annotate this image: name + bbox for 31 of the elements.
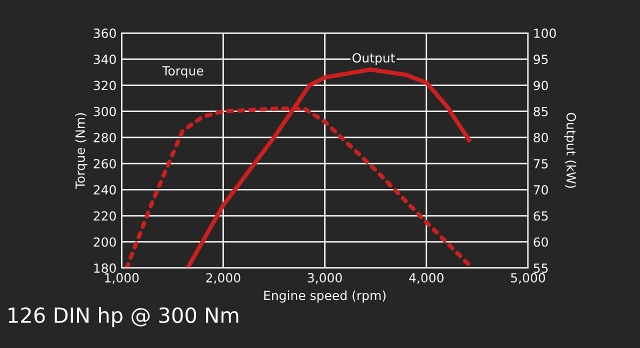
y-tick-label: 200 xyxy=(94,237,116,247)
y2-tick-label: 70 xyxy=(534,185,548,195)
y2-tick-label: 75 xyxy=(534,159,548,168)
x-tick-label: 5,000 xyxy=(511,273,546,284)
y-tick-label: 280 xyxy=(94,132,116,142)
y2-tick-label: 80 xyxy=(534,132,548,142)
x-tick-label: 2,000 xyxy=(206,273,240,284)
y2-axis-title: Output (kW) xyxy=(564,112,576,188)
y-tick-label: 340 xyxy=(94,54,116,64)
x-tick-label: 3,000 xyxy=(308,273,342,284)
y-tick-label: 300 xyxy=(94,106,116,116)
y-tick-label: 240 xyxy=(94,185,116,195)
y-tick-label: 360 xyxy=(94,28,116,38)
y2-tick-label: 60 xyxy=(534,237,548,247)
x-tick-label: 1,000 xyxy=(105,273,139,284)
y2-tick-label: 100 xyxy=(534,28,556,38)
text: 126 DIN hp @ 300 Nm xyxy=(8,306,238,328)
y-tick-label: 220 xyxy=(94,211,116,221)
x-tick-label: 4,000 xyxy=(409,273,444,284)
y-tick-label: 180 xyxy=(94,263,116,273)
y-tick-label: 260 xyxy=(94,159,116,168)
y2-tick-label: 90 xyxy=(534,80,548,90)
series-label: Output xyxy=(352,53,395,66)
y2-tick-label: 55 xyxy=(534,264,548,273)
y-axis-title: Torque (Nm) xyxy=(75,113,88,189)
y2-tick-label: 95 xyxy=(534,54,548,64)
y2-tick-label: 65 xyxy=(534,211,548,221)
y-tick-label: 320 xyxy=(94,80,116,90)
text: Torque xyxy=(162,66,204,78)
x-axis-title: Engine speed (rpm) xyxy=(264,290,386,303)
y2-tick-label: 85 xyxy=(534,106,548,116)
